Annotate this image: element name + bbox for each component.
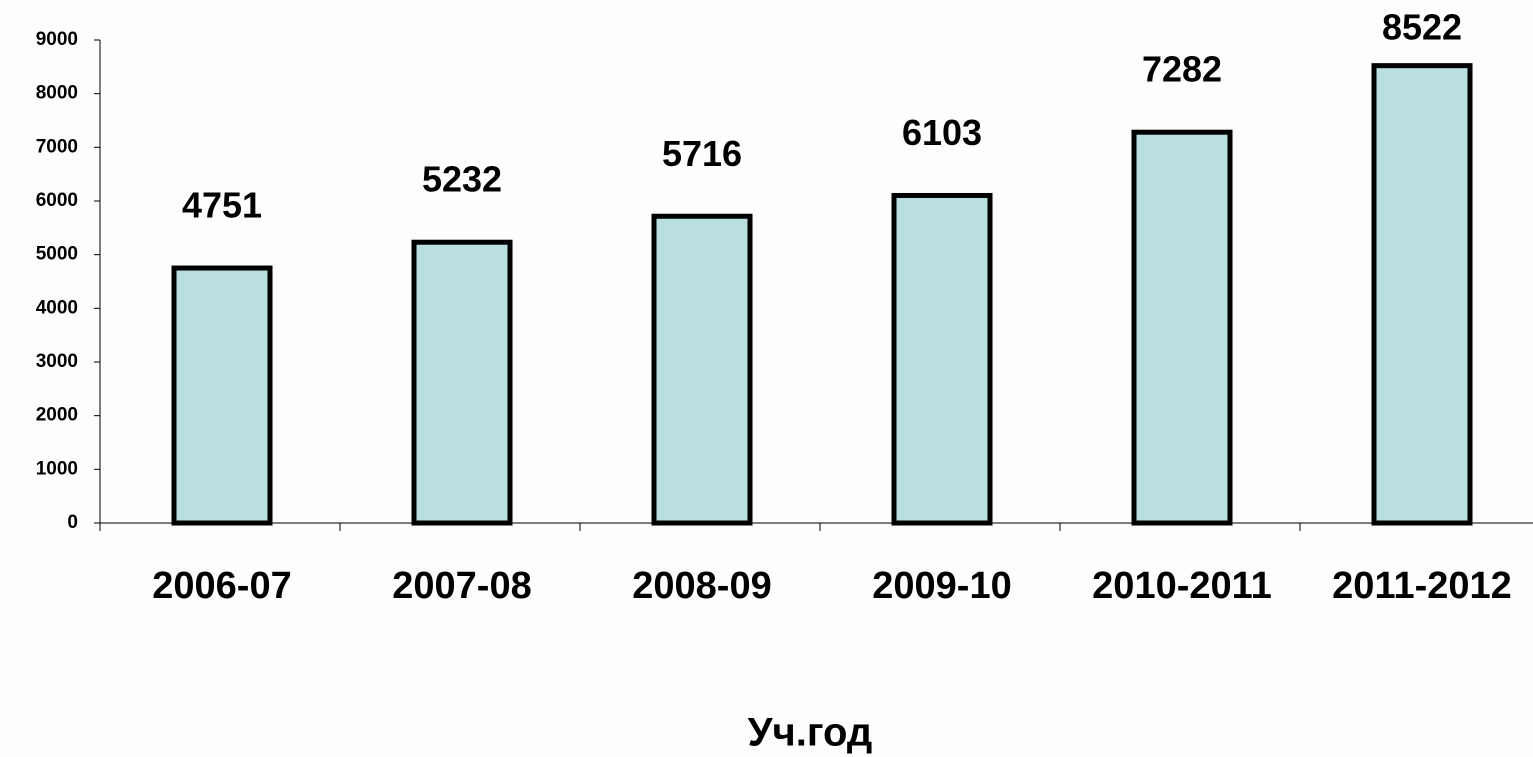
bar: [651, 213, 753, 526]
bar: [411, 239, 513, 526]
y-tick-label: 4000: [36, 297, 78, 318]
x-axis-label: Уч.год: [748, 711, 873, 755]
y-tick-label: 0: [67, 512, 78, 533]
x-tick-label: 2009-10: [872, 565, 1011, 607]
y-tick-label: 1000: [36, 458, 78, 479]
x-tick-label: 2008-09: [632, 565, 771, 607]
y-tick-label: 6000: [36, 190, 78, 211]
bar: [171, 265, 273, 526]
bar: [1371, 63, 1473, 526]
y-tick-label: 9000: [36, 29, 78, 50]
y-tick-label: 2000: [36, 405, 78, 426]
bar: [1131, 129, 1233, 526]
bar: [891, 192, 993, 526]
data-label: 5716: [662, 133, 742, 174]
data-label: 4751: [182, 185, 262, 226]
y-tick-label: 8000: [36, 83, 78, 104]
data-label: 7282: [1142, 49, 1222, 90]
data-label: 5232: [422, 159, 502, 200]
data-label: 6103: [902, 112, 982, 153]
x-tick-label: 2011-2012: [1332, 565, 1512, 607]
x-tick-label: 2007-08: [392, 565, 531, 607]
y-tick-label: 3000: [36, 351, 78, 372]
y-tick-label: 7000: [36, 136, 78, 157]
x-tick-label: 2010-2011: [1092, 565, 1272, 607]
x-tick-label: 2006-07: [152, 565, 291, 607]
data-label: 8522: [1382, 7, 1462, 48]
y-tick-label: 5000: [36, 244, 78, 265]
